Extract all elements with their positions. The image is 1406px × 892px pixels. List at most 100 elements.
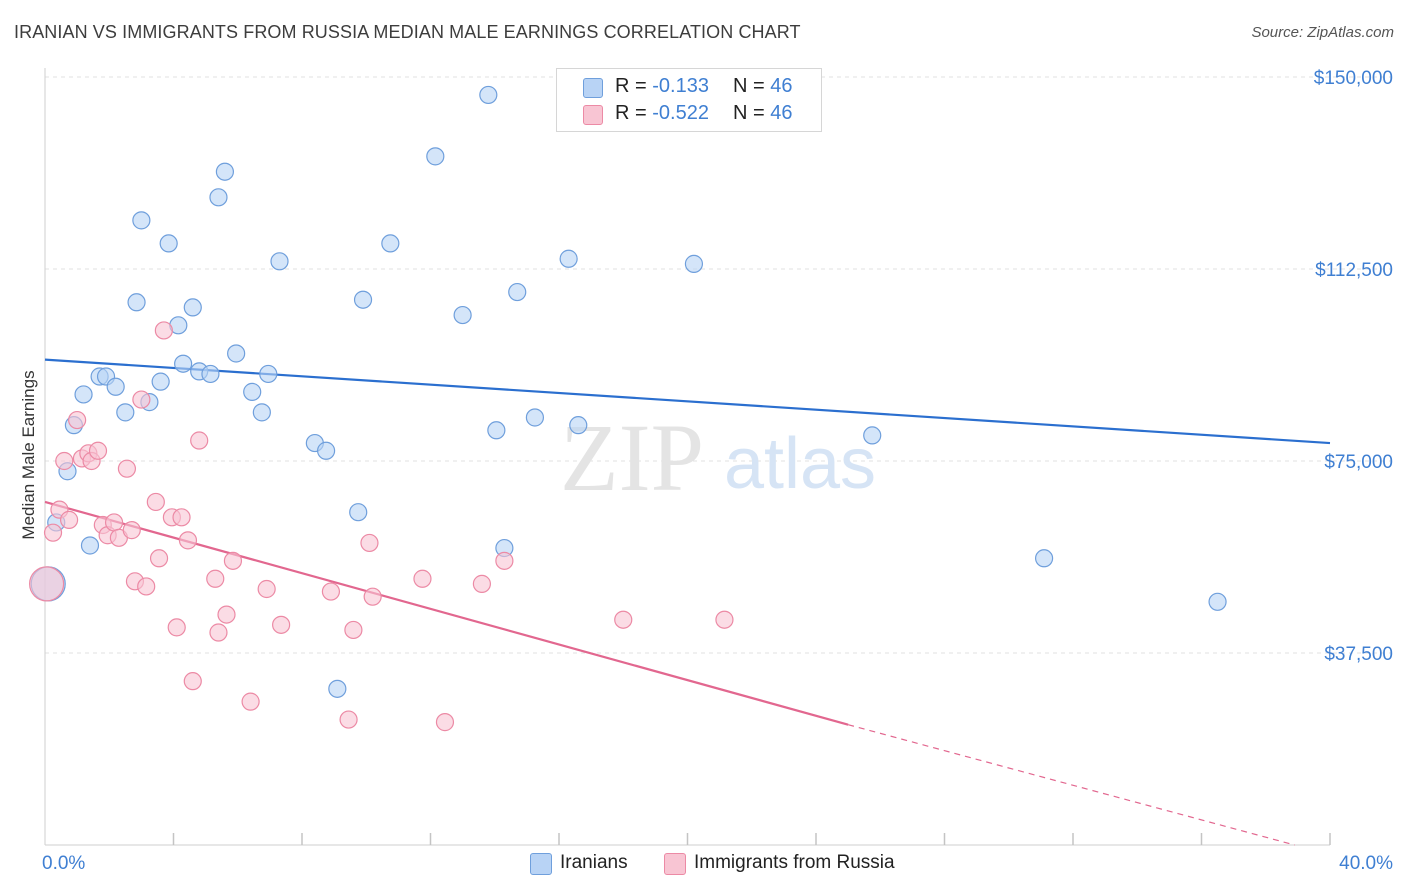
data-point-blue [151,372,170,391]
data-point-blue [183,298,202,317]
data-point-pink [29,566,65,602]
y-tick-label: $150,000 [1314,68,1393,89]
data-point-blue [316,441,336,460]
data-point-blue [227,344,246,363]
data-point-blue [215,162,234,181]
data-point-pink [241,692,260,711]
legend-n-value: 46 [770,75,793,97]
data-point-blue [479,85,498,105]
data-point-pink [104,513,124,532]
data-point-pink [178,531,198,550]
legend-n-value: 46 [770,102,793,124]
data-point-blue [863,426,882,445]
x-tick-label: 0.0% [42,853,85,874]
data-point-pink [68,410,87,430]
data-point-blue [259,364,278,384]
x-tick-label: 40.0% [1339,853,1393,874]
data-point-pink [495,551,514,570]
data-point-blue [569,416,588,435]
data-point-pink [55,451,74,471]
data-point-pink [435,713,455,732]
trend-line-blue [44,358,1331,445]
data-point-pink [146,492,165,512]
legend-label-iranians: Iranians [560,852,628,873]
y-tick-label: $112,500 [1315,260,1393,281]
data-point-blue [508,282,527,302]
data-point-pink [59,510,79,529]
legend-n-label: N = [733,102,771,124]
data-point-pink [117,459,137,478]
data-point-pink [472,574,491,593]
data-point-pink [154,321,173,340]
data-point-blue [453,305,472,325]
legend-swatch-pink [583,105,603,125]
legend-n-label: N = [733,75,771,97]
trend-line-pink [44,500,849,726]
legend-r-label: R = [615,75,653,97]
trend-extension-pink [847,724,1295,846]
data-point-pink [206,569,225,588]
data-point-blue [74,385,93,404]
data-point-pink [132,390,151,409]
watermark-atlas: atlas [724,424,876,504]
data-point-pink [217,605,236,624]
y-axis-label: Median Male Earnings [19,370,38,539]
data-point-pink [172,508,191,527]
data-point-blue [201,364,220,384]
data-point-pink [223,551,243,570]
data-point-pink [137,577,156,596]
data-point-pink [614,610,633,629]
data-point-blue [487,421,506,440]
data-point-blue [159,234,178,253]
legend-r-label: R = [615,102,653,124]
data-point-blue [252,403,271,422]
data-point-pink [321,582,341,601]
axes [44,68,1331,846]
legend-label-russia: Immigrants from Russia [694,852,895,873]
data-point-blue [328,679,347,698]
y-tick-label: $75,000 [1324,452,1393,473]
data-point-pink [183,672,202,691]
data-point-pink [360,533,379,553]
data-point-pink [413,569,432,588]
data-point-blue [174,354,193,373]
data-point-pink [715,610,734,629]
data-point-blue [132,211,151,230]
data-point-pink [257,579,276,599]
data-point-blue [525,408,545,427]
data-point-blue [559,249,578,268]
data-point-blue [80,536,100,555]
data-point-pink [149,549,169,568]
data-point-blue [353,290,373,309]
data-point-pink [344,620,363,640]
data-point-blue [349,503,368,522]
data-point-blue [1208,592,1227,611]
legend-swatch-blue [583,78,603,98]
data-point-blue [209,188,228,207]
data-point-pink [88,441,108,460]
data-point-pink [363,587,382,606]
trend-lines [44,358,1331,846]
correlation-legend: R = -0.133 N = 46 R = -0.522 N = 46 [556,68,822,132]
legend-r-value: -0.522 [652,102,709,124]
data-point-pink [190,431,209,450]
data-point-blue [684,254,704,273]
chart-title: IRANIAN VS IMMIGRANTS FROM RUSSIA MEDIAN… [14,22,801,42]
data-point-blue [381,234,400,253]
gridlines [45,76,1392,654]
data-point-blue [243,382,262,401]
data-point-blue [1034,549,1054,568]
axis-labels: $150,000 $112,500 $75,000 $37,500 0.0% 40.0% M… [19,68,1393,874]
data-point-pink [272,615,291,634]
y-tick-label: $37,500 [1324,644,1393,665]
data-point-pink [339,710,358,729]
data-point-blue [127,293,146,312]
data-point-pink [209,623,228,642]
data-points [29,85,1227,732]
data-point-pink [167,618,186,637]
source-label: Source: ZipAtlas.com [1251,24,1394,41]
legend-swatch-pink [664,853,686,875]
data-point-blue [426,147,445,166]
data-point-blue [270,252,289,271]
